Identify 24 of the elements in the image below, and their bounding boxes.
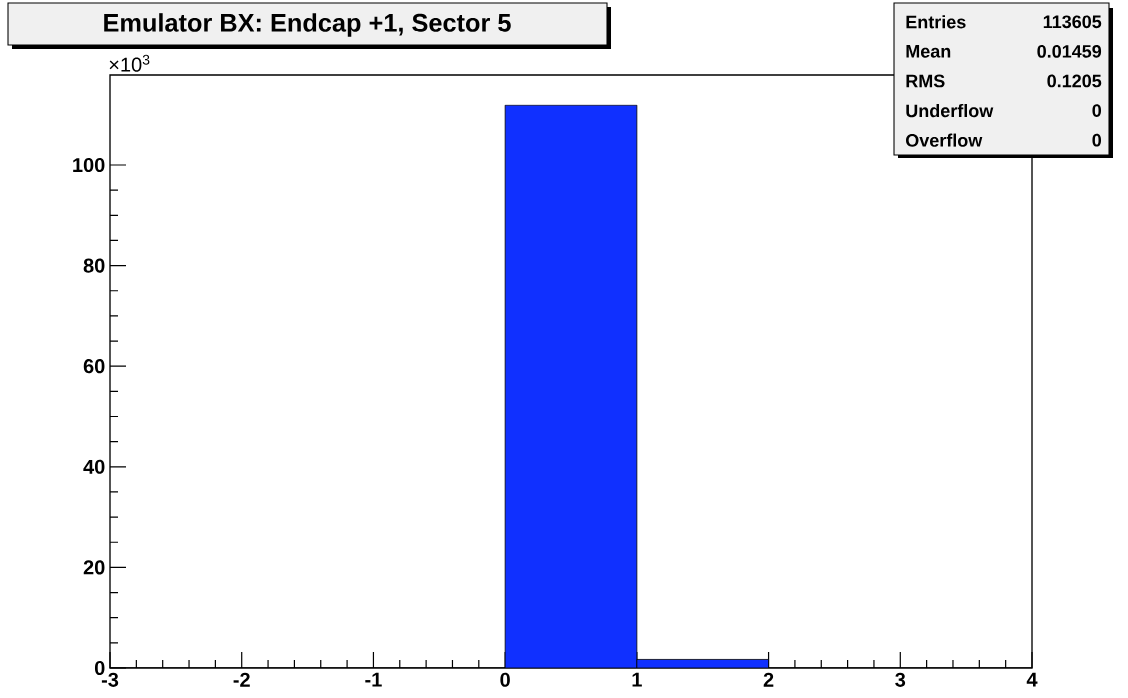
x-tick-label: 0	[500, 672, 510, 687]
annotation: RMS	[906, 74, 945, 88]
y-tick-label: 80	[83, 258, 105, 273]
x-tick-label: 4	[1026, 672, 1038, 687]
x-tick-label: -1	[365, 672, 382, 687]
x-tick-label: -2	[233, 672, 250, 687]
text: Entries	[906, 15, 966, 29]
text: ×10$^{3}$	[109, 54, 150, 72]
y-tick-label: 20	[83, 560, 105, 575]
text: Mean	[906, 45, 951, 58]
annotation: Underflow	[906, 103, 994, 118]
text: 113605	[1043, 15, 1102, 29]
x-tick-label: 2	[763, 672, 774, 687]
y-tick-label: 60	[83, 359, 105, 374]
x-tick-label: 1	[632, 672, 642, 687]
text: 0	[1092, 104, 1102, 117]
chart-title: Emulator BX: Endcap +1, Sector 5	[104, 13, 511, 37]
x-tick-label: 3	[895, 672, 906, 687]
text: 0	[1092, 133, 1102, 147]
y-tick-label: 40	[83, 459, 105, 474]
text: 0.1205	[1047, 74, 1102, 88]
annotation: Overflow	[906, 133, 983, 147]
y-tick-label: 100	[73, 157, 105, 173]
text: 0.01459	[1037, 45, 1102, 58]
